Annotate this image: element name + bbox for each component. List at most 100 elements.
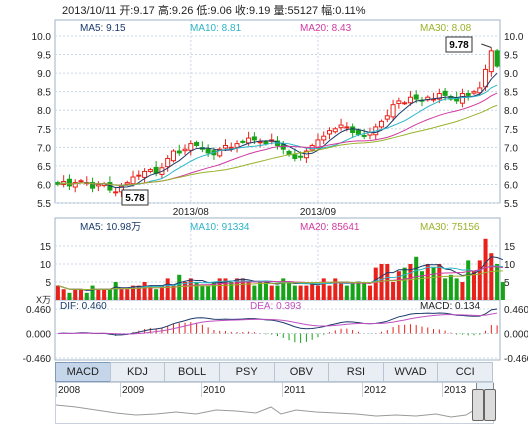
candle-body bbox=[390, 104, 396, 118]
volume-bar bbox=[102, 289, 107, 300]
price-tick-right: 8.5 bbox=[504, 88, 518, 99]
tab-wvad[interactable]: WVAD bbox=[382, 362, 439, 382]
candle-body bbox=[136, 174, 142, 177]
price-tick-left: 9.5 bbox=[37, 51, 51, 62]
volume-bar bbox=[489, 253, 494, 300]
volume-bar bbox=[246, 282, 251, 300]
volume-bar bbox=[425, 264, 430, 300]
volume-bar bbox=[61, 289, 66, 300]
ma30-line bbox=[57, 104, 498, 186]
candle-body bbox=[263, 141, 269, 145]
dif-legend: DIF: 0.460 bbox=[60, 301, 107, 312]
volume-bar bbox=[200, 285, 205, 300]
tab-cci[interactable]: CCI bbox=[437, 362, 493, 382]
navigator-right-handle[interactable] bbox=[484, 389, 496, 421]
price-ma-legend: MA5: 9.15 bbox=[80, 23, 126, 34]
volume-tick-left: 10 bbox=[40, 260, 52, 271]
volume-bar bbox=[431, 267, 436, 300]
candle-body bbox=[361, 134, 367, 137]
candle-body bbox=[228, 146, 234, 149]
volume-bar bbox=[188, 278, 193, 300]
candle-body bbox=[379, 120, 385, 128]
candle-body bbox=[332, 128, 338, 133]
candle-body bbox=[465, 93, 471, 96]
price-tick-right: 9.5 bbox=[504, 51, 518, 62]
volume-bar bbox=[78, 289, 84, 300]
price-tick-right: 8.0 bbox=[504, 106, 518, 117]
high-callout-label: 9.78 bbox=[449, 40, 469, 51]
tab-obv[interactable]: OBV bbox=[273, 362, 330, 382]
dea-line bbox=[57, 312, 498, 335]
candle-body bbox=[217, 148, 223, 157]
candle-body bbox=[170, 150, 176, 162]
candle-body bbox=[326, 130, 333, 135]
price-panel-frame bbox=[54, 19, 501, 204]
volume-ma-legend: MA5: 10.98万 bbox=[80, 222, 141, 233]
volume-bar bbox=[344, 285, 349, 300]
timeline-navigator[interactable]: 2008 2009 2010 2011 2012 2013 bbox=[55, 382, 496, 424]
candle-body bbox=[246, 137, 252, 144]
year-label-2011: 2011 bbox=[284, 385, 306, 396]
volume-bar bbox=[500, 282, 505, 300]
volume-tick-right: 10 bbox=[504, 260, 516, 271]
volume-tick-left: 5 bbox=[45, 278, 51, 289]
volume-bar bbox=[437, 264, 442, 300]
volume-bar bbox=[385, 264, 390, 300]
volume-bar bbox=[269, 285, 274, 300]
volume-ma-legend: MA30: 75156 bbox=[420, 222, 480, 233]
candle-body bbox=[402, 102, 408, 105]
price-tick-right: 6.0 bbox=[504, 180, 518, 191]
price-tick-left: 9.0 bbox=[37, 69, 51, 80]
volume-ma20-line bbox=[57, 266, 503, 291]
candle-body bbox=[488, 50, 494, 73]
price-tick-left: 7.5 bbox=[37, 125, 51, 136]
dif-line bbox=[57, 308, 498, 336]
high-callout-line bbox=[481, 43, 492, 48]
navigator-left-handle[interactable] bbox=[472, 389, 484, 421]
volume-bar bbox=[96, 289, 101, 300]
candle-body bbox=[66, 178, 72, 187]
volume-tick-right: 5 bbox=[504, 278, 510, 289]
volume-bar bbox=[119, 289, 124, 300]
year-divider bbox=[56, 383, 57, 397]
candle-body bbox=[442, 90, 448, 96]
volume-bar bbox=[396, 271, 401, 300]
year-divider bbox=[442, 383, 443, 397]
year-label-2010: 2010 bbox=[203, 385, 226, 396]
quote-high: 高:9.26 bbox=[157, 5, 194, 17]
tab-psy[interactable]: PSY bbox=[218, 362, 275, 382]
volume-bar bbox=[477, 260, 482, 300]
volume-bar bbox=[263, 282, 268, 300]
candle-body bbox=[344, 126, 350, 129]
volume-bar bbox=[113, 282, 118, 300]
volume-bar bbox=[391, 282, 396, 300]
volume-bar bbox=[107, 289, 112, 300]
volume-bar bbox=[315, 285, 320, 300]
volume-bar bbox=[292, 285, 297, 300]
macd-tick-left: -0.460 bbox=[23, 354, 52, 362]
volume-bar bbox=[362, 282, 367, 300]
price-tick-right: 6.5 bbox=[504, 162, 518, 173]
volume-bar bbox=[183, 282, 188, 300]
candle-body bbox=[355, 129, 361, 135]
candle-body bbox=[350, 126, 356, 133]
price-tick-left: 6.0 bbox=[37, 180, 51, 191]
volume-bar bbox=[333, 278, 338, 300]
volume-bar bbox=[171, 285, 176, 300]
quote-open: 开:9.17 bbox=[119, 5, 155, 17]
candle-body bbox=[78, 180, 84, 183]
volume-bar bbox=[298, 285, 303, 300]
tab-macd[interactable]: MACD bbox=[55, 362, 111, 382]
volume-bar bbox=[321, 278, 326, 300]
year-label-2012: 2012 bbox=[364, 385, 387, 396]
tab-kdj[interactable]: KDJ bbox=[109, 362, 166, 382]
price-tick-right: 9.0 bbox=[504, 69, 518, 80]
tab-rsi[interactable]: RSI bbox=[328, 362, 384, 382]
volume-bar bbox=[142, 282, 147, 300]
tab-boll[interactable]: BOLL bbox=[164, 362, 220, 382]
volume-bar bbox=[159, 285, 164, 300]
candle-body bbox=[118, 185, 124, 193]
candle-body bbox=[182, 148, 188, 152]
year-label-2009: 2009 bbox=[122, 385, 145, 396]
candle-body bbox=[72, 182, 78, 188]
